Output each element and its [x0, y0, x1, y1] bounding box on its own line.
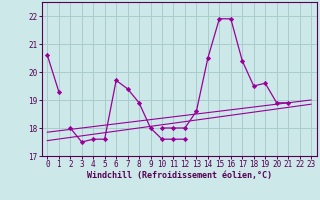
X-axis label: Windchill (Refroidissement éolien,°C): Windchill (Refroidissement éolien,°C)	[87, 171, 272, 180]
